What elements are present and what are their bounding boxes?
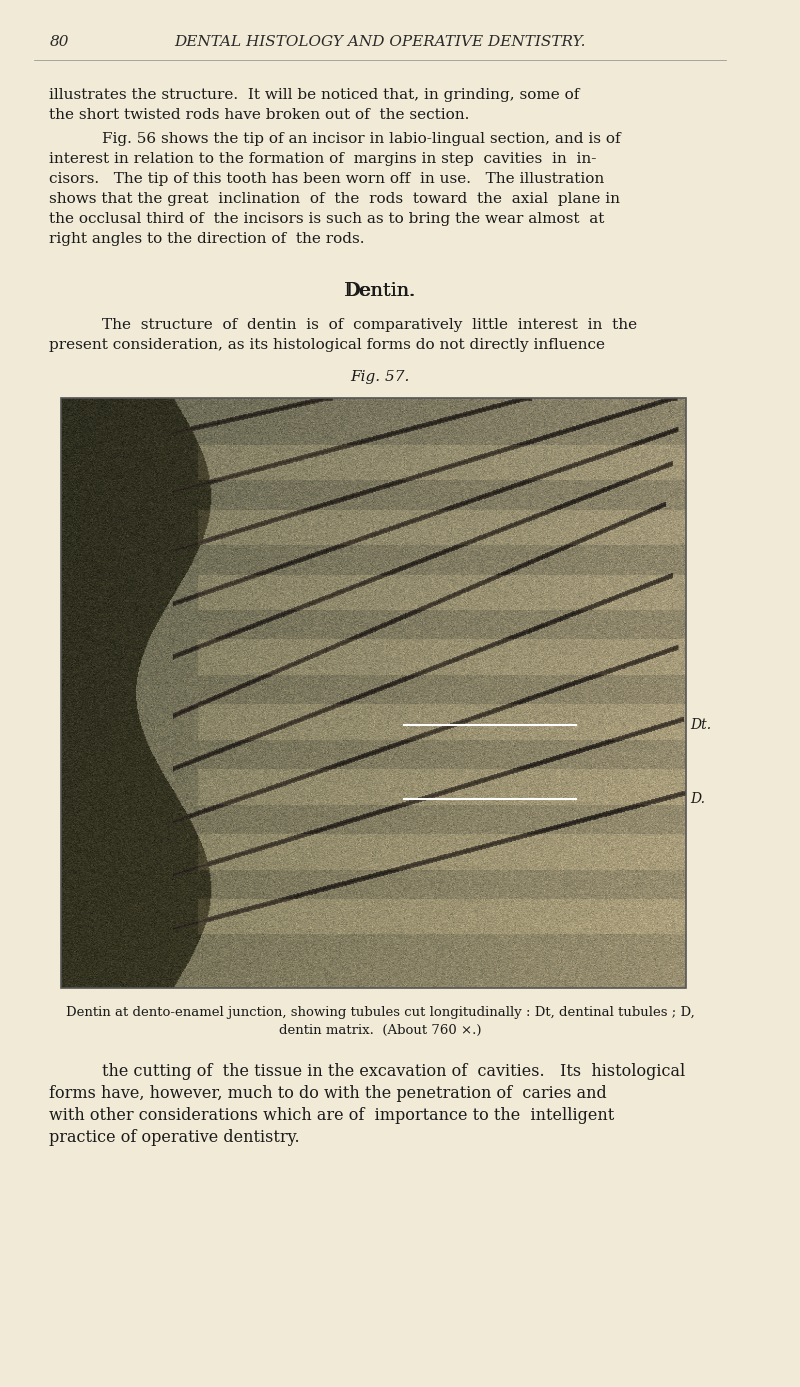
Text: shows that the great  inclination  of  the  rods  toward  the  axial  plane in: shows that the great inclination of the …	[50, 191, 621, 207]
Text: D.: D.	[690, 792, 706, 806]
Text: DENTAL HISTOLOGY AND OPERATIVE DENTISTRY.: DENTAL HISTOLOGY AND OPERATIVE DENTISTRY…	[174, 35, 586, 49]
Text: Fig. 56 shows the tip of an incisor in labio-lingual section, and is of: Fig. 56 shows the tip of an incisor in l…	[102, 132, 621, 146]
Text: with other considerations which are of  importance to the  intelligent: with other considerations which are of i…	[50, 1107, 614, 1123]
Text: practice of operative dentistry.: practice of operative dentistry.	[50, 1129, 300, 1146]
Bar	[61, 398, 686, 988]
Text: dentin matrix.  (About 760 ×.): dentin matrix. (About 760 ×.)	[279, 1024, 482, 1037]
Text: illustrates the structure.  It will be noticed that, in grinding, some of: illustrates the structure. It will be no…	[50, 87, 580, 103]
Text: Fig. 57.: Fig. 57.	[350, 370, 410, 384]
Text: the cutting of  the tissue in the excavation of  cavities.   Its  histological: the cutting of the tissue in the excavat…	[102, 1062, 686, 1080]
Text: Dentin at dento-enamel junction, showing tubules cut longitudinally : Dt, dentin: Dentin at dento-enamel junction, showing…	[66, 1006, 694, 1019]
Text: 80: 80	[50, 35, 69, 49]
Text: present consideration, as its histological forms do not directly influence: present consideration, as its histologic…	[50, 338, 606, 352]
Text: forms have, however, much to do with the penetration of  caries and: forms have, however, much to do with the…	[50, 1085, 607, 1103]
Text: The  structure  of  dentin  is  of  comparatively  little  interest  in  the: The structure of dentin is of comparativ…	[102, 318, 638, 331]
Text: the occlusal third of  the incisors is such as to bring the wear almost  at: the occlusal third of the incisors is su…	[50, 212, 605, 226]
Text: interest in relation to the formation of  margins in step  cavities  in  in-: interest in relation to the formation of…	[50, 153, 597, 166]
Text: the short twisted rods have broken out of  the section.: the short twisted rods have broken out o…	[50, 108, 470, 122]
Text: Dt.: Dt.	[690, 718, 711, 732]
Text: Dentin.: Dentin.	[344, 282, 417, 300]
Text: Dentin.: Dentin.	[346, 282, 415, 300]
Text: right angles to the direction of  the rods.: right angles to the direction of the rod…	[50, 232, 365, 245]
Text: cisors.   The tip of this tooth has been worn off  in use.   The illustration: cisors. The tip of this tooth has been w…	[50, 172, 605, 186]
